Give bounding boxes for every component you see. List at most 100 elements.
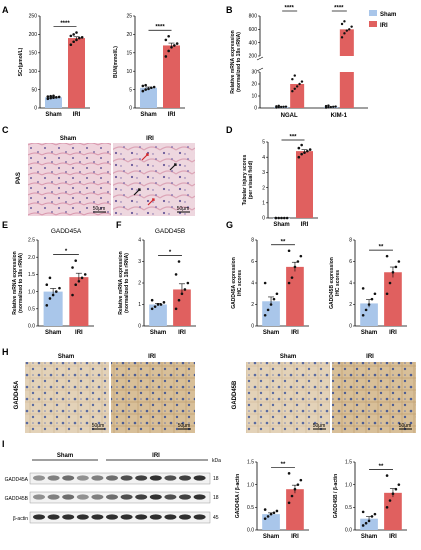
data-point [266,515,270,518]
y-tick-label: 0.5 [28,307,35,313]
wb-band [164,475,177,481]
data-point [373,292,377,296]
pas-micrographs: Sham IRI PAS 50μm 50μm [16,136,195,216]
y-tick-label: 4 [138,238,141,244]
y-tick-label: 0.0 [345,528,352,534]
y-axis-label: GADD45B / β-actin [333,474,339,518]
data-point [370,515,374,518]
data-point [49,94,52,98]
chart-gadd45a-ihc: 0 2 4 6 8 GADD45A expression IHC scores Sham IRI… [231,238,309,336]
wb-band [62,475,75,481]
data-point [290,494,294,498]
wb-band [91,475,104,481]
y-tick-label: 8 [349,238,352,244]
data-point [291,90,294,93]
wb-band [120,475,133,481]
data-point [167,34,170,38]
data-point [277,216,280,220]
data-point [343,20,346,23]
x-tick-label: Sham [361,534,377,540]
data-point [150,86,153,90]
data-point [51,293,55,297]
data-point [275,105,278,108]
wb-membrane [29,491,211,504]
data-point [300,152,303,156]
data-point [263,313,267,317]
y-tick-label: 0 [251,324,254,330]
data-point [162,301,166,304]
data-point [45,304,49,307]
y-tick-label: 400 [249,40,258,46]
data-point [69,34,73,38]
arrow-black-icon [133,188,141,196]
data-point [75,38,78,42]
data-point [282,105,285,109]
y-tick-label: 2.0 [28,255,35,261]
scale-label: 50μm [178,423,191,429]
data-point [174,307,178,311]
wb-band [179,514,191,520]
data-point [296,483,300,486]
wb-membrane [29,511,211,524]
y-axis-label: IHC scores [335,270,341,296]
y-tick-label: 0 [138,324,141,330]
y-tick-label: 1.0 [28,289,35,295]
wb-band [164,494,177,500]
wb-band [106,475,118,481]
y-tick-label: 100 [29,69,38,75]
data-point [80,276,84,280]
data-point [361,524,365,527]
bar-sham [262,514,280,530]
data-point [153,305,157,308]
data-point [54,290,58,293]
significance-label: **** [284,6,294,12]
y-tick-label: 15 [126,51,132,57]
bar-iri [173,289,191,326]
y-tick-label: 1 [138,302,141,308]
data-point [385,506,389,509]
y-tick-label: 25 [126,14,132,20]
data-point [55,96,58,99]
y-tick-label: 4 [349,281,352,287]
data-point [141,84,145,88]
data-point [277,104,280,108]
arrow-red-icon [147,198,155,206]
y-tick-label: 1 [262,201,265,207]
axis-break [256,56,264,61]
ihc-row-gadd45a: GADD45A [14,380,20,409]
data-point [159,303,163,306]
data-point [52,96,55,99]
significance-label: ** [379,245,384,251]
data-point [388,499,392,502]
panel-label-e: E [2,220,8,230]
chart-title: GADD45B [155,228,185,235]
wb-band [62,514,75,520]
x-tick-label: Sham [361,330,377,336]
data-point [394,265,398,269]
wb-kda-value: 45 [213,515,219,521]
wb-band [120,494,133,500]
data-point [71,293,74,297]
x-tick-label: IRI [75,330,83,336]
wb-band [47,494,60,500]
y-tick-label: 800 [249,14,258,20]
data-point [300,80,304,83]
x-tick-label: IRI [291,534,299,540]
data-point [334,105,337,108]
wb-band [164,514,177,520]
wb-band [106,514,118,520]
data-point [308,148,312,151]
bar-sham [45,97,62,108]
data-point [293,487,297,491]
y-tick-label: 5 [262,140,265,146]
data-point [186,281,190,285]
x-tick-label: IRI [168,112,176,118]
data-point [287,472,291,475]
data-point [287,249,291,253]
chart-gadd45b-mrna: 0 1 2 3 4 Relative mRNA expression (normalized… [118,228,196,336]
bar-iri-kim-1-lower [339,72,354,108]
data-point [263,517,267,520]
bar-sham [43,291,63,326]
data-point [72,33,75,36]
